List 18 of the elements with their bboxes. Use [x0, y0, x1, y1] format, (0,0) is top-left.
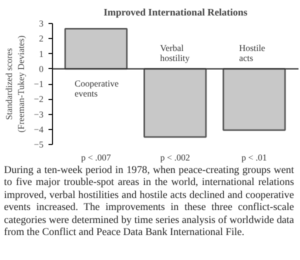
- y-tick-label: 3: [39, 18, 44, 28]
- x-tick-label: Verbal hostility: [160, 43, 190, 64]
- y-tick-label: −3: [34, 109, 44, 120]
- y-axis-title: Standardized scores (Freeman-Tukey Deviates): [4, 36, 26, 132]
- chart-title: Improved International Relations: [104, 8, 248, 18]
- y-tick-label: −4: [34, 124, 44, 134]
- text: p < .01: [242, 152, 267, 162]
- y-tick-label: −1: [34, 79, 44, 89]
- y-tick-label: −5: [34, 140, 44, 150]
- x-tick-label: Cooperative events: [74, 78, 119, 99]
- text: p < .007: [81, 152, 112, 162]
- y-tick-label: 2: [39, 34, 44, 44]
- y-tick-label: −2: [34, 94, 44, 104]
- y-tick-label: 0: [39, 64, 44, 74]
- text: p < .002: [160, 152, 190, 162]
- text: During a ten-week period in 1978, when peace-creating groups went to five major trouble-spot areas in the world, international relations improved, verbal hostilities and hostile acts declined and cooperative events increased. The improvements in these three conflict-scale categories were determined by time series analysis of worldwide data from the Conflict and Peace Data Bank International File.: [4, 165, 294, 240]
- y-tick-label: 1: [39, 48, 44, 59]
- x-tick-label: Hostile acts: [239, 43, 266, 64]
